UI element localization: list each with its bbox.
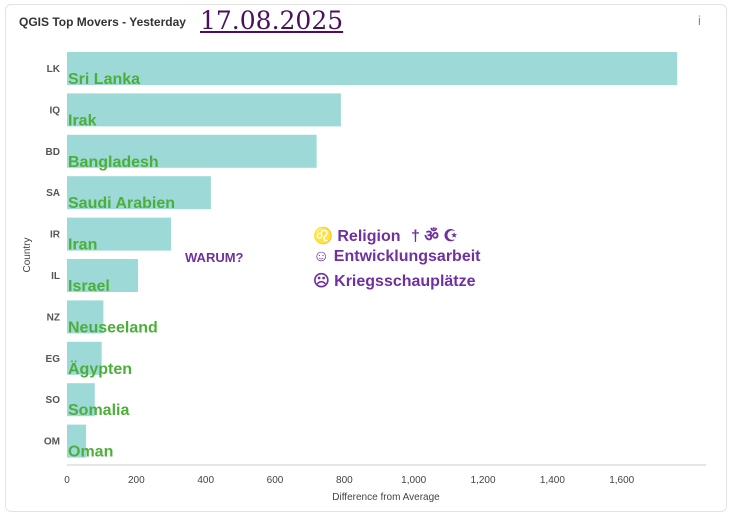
info-icon[interactable]: i [698,13,701,28]
bar-om [67,424,87,458]
y-tick-label: SA [46,188,60,199]
annotation-war: ☹ Kriegsschauplätze [313,271,476,291]
y-tick-label: IR [50,230,61,241]
x-tick-label: 200 [128,475,145,486]
bar-label: Irak [68,112,97,129]
x-tick-label: 1,000 [401,475,426,486]
x-axis-label: Difference from Average [332,492,440,503]
annotation-development-text: Entwicklungsarbeit [333,248,481,265]
chart-title: QGIS Top Movers - Yesterday [19,15,186,29]
bar-nz [67,300,104,334]
annotation-war-text: Kriegsschauplätze [334,273,476,290]
bar-label: Somalia [68,402,129,419]
bar-label: Neuseeland [68,319,158,336]
bar-sa [67,176,211,210]
x-tick-label: 800 [336,475,353,486]
bar-label: Ägypten [68,360,132,378]
leo-icon: ♌ [313,228,333,245]
bar-il [67,259,139,292]
y-tick-label: EG [46,354,61,365]
y-tick-label: OM [44,437,60,448]
x-tick-label: 1,400 [540,475,565,486]
annotation-development: ☺ Entwicklungsarbeit [313,248,481,266]
chart-card [5,4,727,512]
bar-label: Bangladesh [68,154,159,171]
y-tick-label: IL [51,271,60,282]
bar-label: Iran [68,237,97,254]
y-tick-label: SO [46,395,61,406]
bar-lk [67,52,678,85]
bar-iq [67,93,341,127]
smiley-icon: ☺ [313,248,330,265]
y-tick-label: LK [47,64,61,75]
y-tick-label: NZ [47,312,60,323]
bar-so [67,383,95,417]
bar-eg [67,341,102,375]
x-tick-label: 1,600 [609,475,634,486]
x-tick-label: 0 [64,475,70,486]
annotation-religion: ♌ Religion † ॐ ☪ [313,224,458,246]
x-tick-label: 400 [197,475,214,486]
y-tick-label: BD [46,147,60,158]
date-heading: 17.08.2025 [200,6,344,35]
frowny-icon: ☹ [313,273,330,290]
y-tick-label: IQ [49,105,60,116]
religion-symbols-icon: † ॐ ☪ [410,228,458,245]
x-tick-label: 1,200 [471,475,496,486]
bar-label: Sri Lanka [68,71,140,88]
annotation-religion-text: Religion [337,228,401,245]
bar-label: Israel [68,278,110,295]
x-tick-label: 600 [267,475,284,486]
annotation-question: WARUM? [185,250,244,265]
bar-label: Oman [68,444,113,461]
y-axis-label: Country [22,237,33,272]
bar-ir [67,217,172,251]
bar-label: Saudi Arabien [68,195,175,212]
bar-bd [67,134,317,168]
